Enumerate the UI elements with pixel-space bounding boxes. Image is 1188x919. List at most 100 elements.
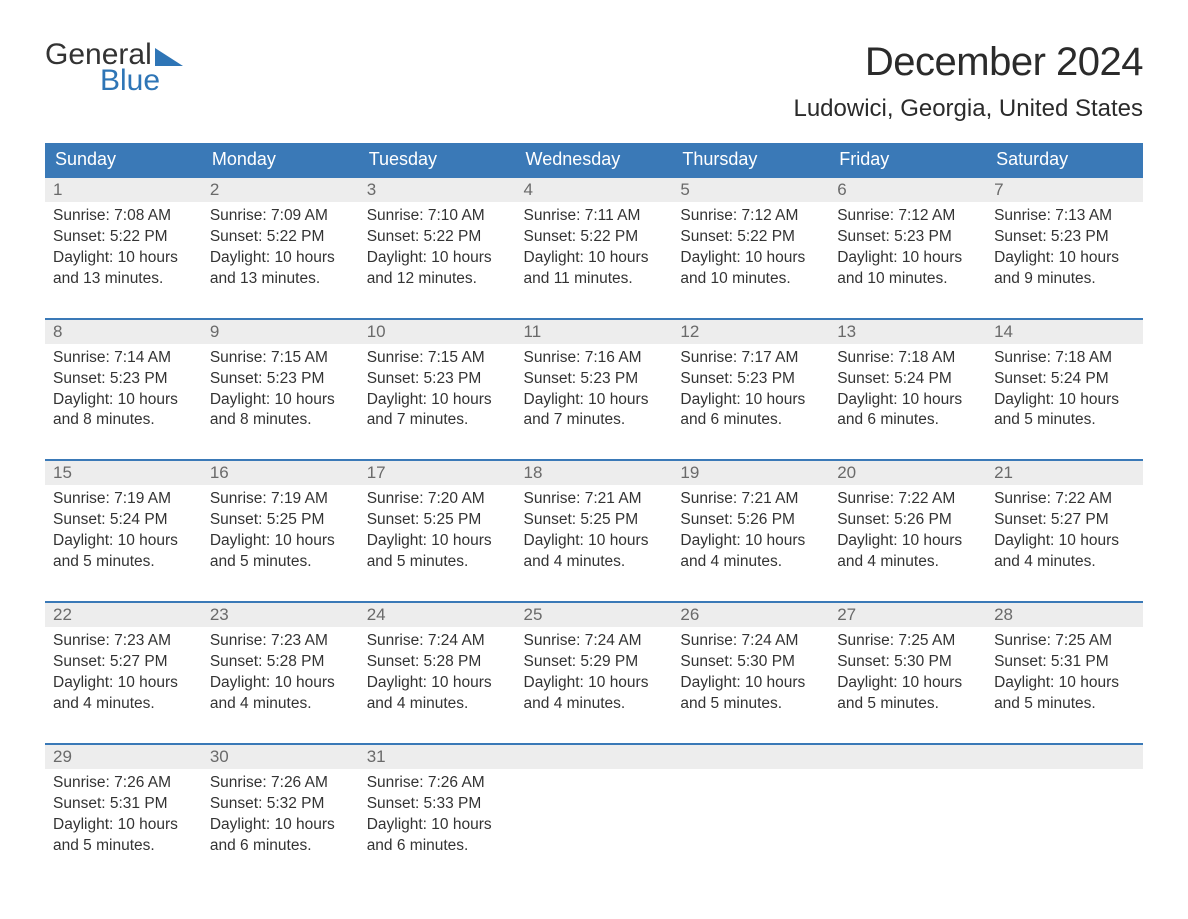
day-number [986, 744, 1143, 769]
sunrise-line: Sunrise: 7:19 AM [210, 489, 351, 510]
sunset-line: Sunset: 5:22 PM [367, 227, 508, 248]
day-number: 9 [202, 319, 359, 344]
sunset-line: Sunset: 5:22 PM [680, 227, 821, 248]
sunrise-line: Sunrise: 7:16 AM [524, 348, 665, 369]
logo-text-blue: Blue [45, 66, 183, 96]
daylight-line: Daylight: 10 hours and 5 minutes. [210, 531, 351, 573]
daylight-line: Daylight: 10 hours and 6 minutes. [367, 815, 508, 857]
day-content: Sunrise: 7:22 AMSunset: 5:27 PMDaylight:… [986, 485, 1143, 602]
sunrise-line: Sunrise: 7:08 AM [53, 206, 194, 227]
sunset-line: Sunset: 5:22 PM [524, 227, 665, 248]
sunrise-line: Sunrise: 7:15 AM [367, 348, 508, 369]
day-content: Sunrise: 7:20 AMSunset: 5:25 PMDaylight:… [359, 485, 516, 602]
sunset-line: Sunset: 5:30 PM [680, 652, 821, 673]
day-number: 6 [829, 177, 986, 202]
dow-tuesday: Tuesday [359, 143, 516, 177]
sunset-line: Sunset: 5:31 PM [53, 794, 194, 815]
sunset-line: Sunset: 5:23 PM [994, 227, 1135, 248]
sunrise-line: Sunrise: 7:10 AM [367, 206, 508, 227]
sunrise-line: Sunrise: 7:25 AM [837, 631, 978, 652]
daylight-line: Daylight: 10 hours and 4 minutes. [837, 531, 978, 573]
sunset-line: Sunset: 5:24 PM [994, 369, 1135, 390]
calendar-table: Sunday Monday Tuesday Wednesday Thursday… [45, 143, 1143, 879]
daynum-row: 891011121314 [45, 319, 1143, 344]
sunset-line: Sunset: 5:24 PM [837, 369, 978, 390]
sunset-line: Sunset: 5:22 PM [53, 227, 194, 248]
day-number: 4 [516, 177, 673, 202]
daylight-line: Daylight: 10 hours and 5 minutes. [837, 673, 978, 715]
day-content: Sunrise: 7:15 AMSunset: 5:23 PMDaylight:… [359, 344, 516, 461]
day-number: 10 [359, 319, 516, 344]
sunrise-line: Sunrise: 7:23 AM [210, 631, 351, 652]
day-content: Sunrise: 7:18 AMSunset: 5:24 PMDaylight:… [986, 344, 1143, 461]
day-number: 11 [516, 319, 673, 344]
dow-monday: Monday [202, 143, 359, 177]
daylight-line: Daylight: 10 hours and 11 minutes. [524, 248, 665, 290]
day-content: Sunrise: 7:23 AMSunset: 5:27 PMDaylight:… [45, 627, 202, 744]
day-number: 27 [829, 602, 986, 627]
daylight-line: Daylight: 10 hours and 4 minutes. [210, 673, 351, 715]
day-number: 19 [672, 460, 829, 485]
sunrise-line: Sunrise: 7:12 AM [680, 206, 821, 227]
day-number: 1 [45, 177, 202, 202]
daylight-line: Daylight: 10 hours and 4 minutes. [367, 673, 508, 715]
sunrise-line: Sunrise: 7:24 AM [680, 631, 821, 652]
day-content [672, 769, 829, 879]
day-content: Sunrise: 7:25 AMSunset: 5:31 PMDaylight:… [986, 627, 1143, 744]
sunrise-line: Sunrise: 7:22 AM [994, 489, 1135, 510]
dow-sunday: Sunday [45, 143, 202, 177]
month-title: December 2024 [793, 40, 1143, 85]
flag-icon [155, 46, 183, 66]
day-content: Sunrise: 7:23 AMSunset: 5:28 PMDaylight:… [202, 627, 359, 744]
sunset-line: Sunset: 5:28 PM [367, 652, 508, 673]
daylight-line: Daylight: 10 hours and 8 minutes. [53, 390, 194, 432]
sunrise-line: Sunrise: 7:25 AM [994, 631, 1135, 652]
daylight-line: Daylight: 10 hours and 6 minutes. [210, 815, 351, 857]
sunset-line: Sunset: 5:23 PM [524, 369, 665, 390]
day-content: Sunrise: 7:24 AMSunset: 5:29 PMDaylight:… [516, 627, 673, 744]
daylight-line: Daylight: 10 hours and 5 minutes. [53, 531, 194, 573]
day-content: Sunrise: 7:18 AMSunset: 5:24 PMDaylight:… [829, 344, 986, 461]
daylight-line: Daylight: 10 hours and 7 minutes. [367, 390, 508, 432]
sunset-line: Sunset: 5:32 PM [210, 794, 351, 815]
day-content: Sunrise: 7:16 AMSunset: 5:23 PMDaylight:… [516, 344, 673, 461]
day-number: 15 [45, 460, 202, 485]
sunrise-line: Sunrise: 7:22 AM [837, 489, 978, 510]
day-number: 12 [672, 319, 829, 344]
day-content: Sunrise: 7:15 AMSunset: 5:23 PMDaylight:… [202, 344, 359, 461]
sunrise-line: Sunrise: 7:26 AM [367, 773, 508, 794]
daylight-line: Daylight: 10 hours and 4 minutes. [994, 531, 1135, 573]
daylight-line: Daylight: 10 hours and 8 minutes. [210, 390, 351, 432]
day-number: 2 [202, 177, 359, 202]
day-number [829, 744, 986, 769]
dow-saturday: Saturday [986, 143, 1143, 177]
sunset-line: Sunset: 5:22 PM [210, 227, 351, 248]
sunset-line: Sunset: 5:23 PM [680, 369, 821, 390]
day-content: Sunrise: 7:17 AMSunset: 5:23 PMDaylight:… [672, 344, 829, 461]
day-content [516, 769, 673, 879]
day-of-week-row: Sunday Monday Tuesday Wednesday Thursday… [45, 143, 1143, 177]
day-content: Sunrise: 7:21 AMSunset: 5:25 PMDaylight:… [516, 485, 673, 602]
daylight-line: Daylight: 10 hours and 6 minutes. [680, 390, 821, 432]
day-number: 7 [986, 177, 1143, 202]
content-row: Sunrise: 7:23 AMSunset: 5:27 PMDaylight:… [45, 627, 1143, 744]
sunset-line: Sunset: 5:25 PM [367, 510, 508, 531]
day-number: 31 [359, 744, 516, 769]
content-row: Sunrise: 7:14 AMSunset: 5:23 PMDaylight:… [45, 344, 1143, 461]
sunset-line: Sunset: 5:26 PM [837, 510, 978, 531]
sunset-line: Sunset: 5:24 PM [53, 510, 194, 531]
daylight-line: Daylight: 10 hours and 4 minutes. [524, 531, 665, 573]
sunset-line: Sunset: 5:28 PM [210, 652, 351, 673]
sunrise-line: Sunrise: 7:19 AM [53, 489, 194, 510]
sunrise-line: Sunrise: 7:24 AM [367, 631, 508, 652]
day-content: Sunrise: 7:21 AMSunset: 5:26 PMDaylight:… [672, 485, 829, 602]
day-number: 3 [359, 177, 516, 202]
day-content: Sunrise: 7:09 AMSunset: 5:22 PMDaylight:… [202, 202, 359, 319]
sunrise-line: Sunrise: 7:18 AM [994, 348, 1135, 369]
day-number: 5 [672, 177, 829, 202]
day-number: 18 [516, 460, 673, 485]
sunrise-line: Sunrise: 7:15 AM [210, 348, 351, 369]
sunset-line: Sunset: 5:23 PM [210, 369, 351, 390]
content-row: Sunrise: 7:08 AMSunset: 5:22 PMDaylight:… [45, 202, 1143, 319]
day-number: 20 [829, 460, 986, 485]
